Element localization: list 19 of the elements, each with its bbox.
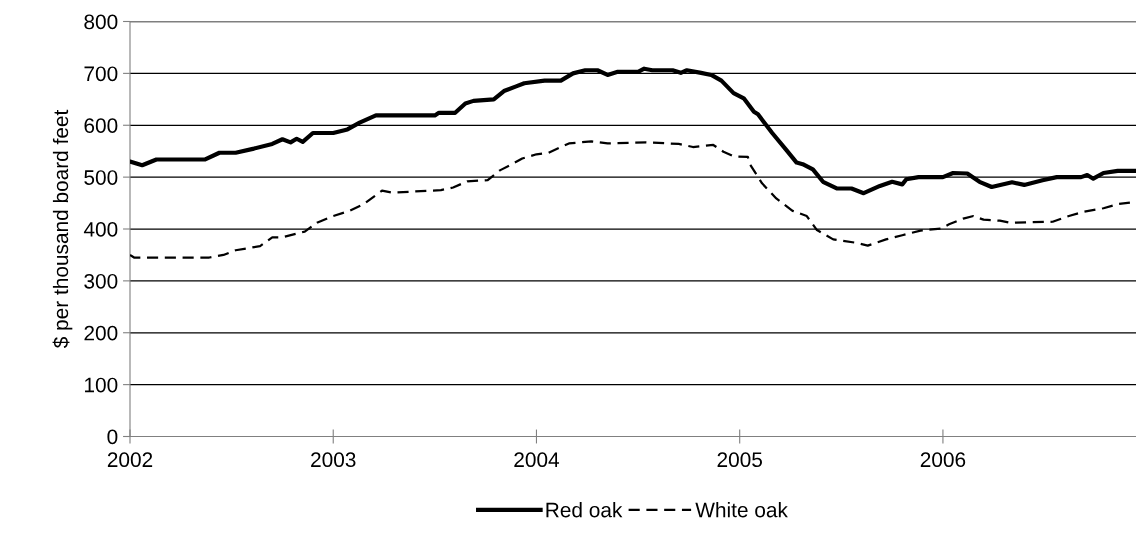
y-axis-title: $ per thousand board feet <box>52 109 73 349</box>
line-series <box>130 66 1136 196</box>
x-tick-label: 2006 <box>920 452 966 468</box>
line-series <box>130 140 1132 259</box>
x-tick-label: 2005 <box>717 452 762 468</box>
y-tick-label: 700 <box>84 66 118 82</box>
legend-label: White oak <box>695 502 788 518</box>
y-tick-label: 200 <box>84 325 118 341</box>
y-tick-label: 0 <box>107 429 118 445</box>
x-tick-label: 2004 <box>514 452 560 468</box>
y-tick-label: 400 <box>83 222 118 237</box>
x-tick-label: 2003 <box>311 452 356 468</box>
legend-label: Red oak <box>546 502 623 518</box>
x-tick-label: 2002 <box>107 452 153 468</box>
y-tick-label: 300 <box>84 273 118 289</box>
y-tick-label: 600 <box>84 118 118 133</box>
y-tick-label: 800 <box>84 14 118 30</box>
y-tick-label: 100 <box>85 377 118 393</box>
y-tick-label: 500 <box>84 170 118 185</box>
